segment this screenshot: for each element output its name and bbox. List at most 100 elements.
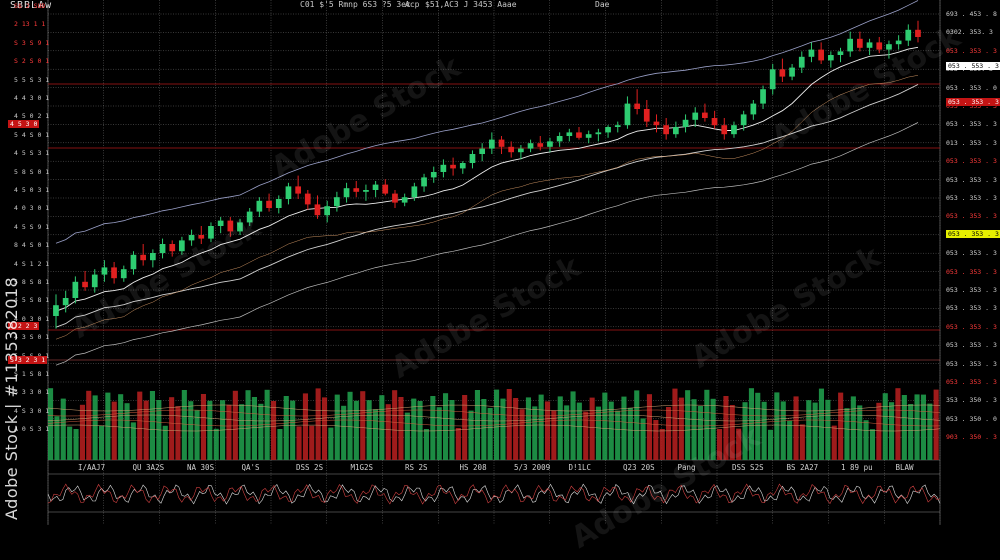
candle-body (392, 193, 398, 203)
volume-bar (799, 424, 805, 460)
time-axis-label: 5/3 2009 (514, 463, 551, 472)
volume-bar (67, 426, 73, 460)
right-axis-label: 053 . 353 . 3 (946, 249, 997, 258)
left-axis-label: S 3 3 0 1 (14, 388, 50, 397)
volume-bar (908, 404, 914, 460)
candle-body (479, 148, 485, 154)
volume-bar (525, 397, 531, 460)
volume-bar (462, 395, 468, 460)
volume-bar (366, 400, 372, 460)
candle-body (198, 235, 205, 239)
left-axis-highlight: 4 5 3 0 (8, 120, 40, 128)
candle-body (314, 204, 321, 216)
volume-bar (392, 390, 398, 460)
right-axis-label: 693 . 453 . 8 (946, 10, 997, 18)
volume-bar (920, 394, 926, 460)
candle-body (440, 164, 447, 172)
left-axis-label: 4 5 S 9 1 (14, 222, 50, 231)
volume-bar (372, 409, 378, 460)
candle-body (663, 125, 669, 135)
volume-bar (487, 408, 493, 460)
volume-bar (659, 429, 665, 460)
volume-bar (538, 394, 544, 460)
volume-bar (290, 400, 296, 460)
right-axis-label: 0302. 353. 3 (946, 28, 993, 37)
volume-bar (634, 390, 640, 460)
header-item-2: Acp (405, 0, 420, 9)
volume-bar (271, 401, 277, 460)
volume-bar (653, 420, 659, 460)
candle-body (208, 226, 214, 239)
volume-bar (360, 391, 366, 460)
right-axis-label: 053 . 350 . 0 (946, 414, 997, 423)
volume-bar (882, 393, 888, 460)
volume-bar (551, 410, 557, 460)
candle-body (101, 267, 108, 275)
left-axis-label: 4 S 3 0 1 (14, 406, 50, 415)
volume-bar (685, 390, 691, 460)
header-item-1: C01 $'5 Rmnp 6S3 ?5 3ec (300, 0, 411, 9)
candle-body (489, 139, 495, 149)
candle-body (508, 146, 514, 153)
candle-body (731, 125, 737, 135)
volume-bar (793, 396, 799, 460)
volume-bar (844, 408, 850, 460)
left-axis-label: 5 8 S 0 1 (14, 167, 50, 176)
volume-bar (322, 397, 328, 460)
candle-body (295, 186, 301, 194)
volume-bar (436, 407, 442, 460)
volume-bar (341, 405, 347, 460)
envelope-line (55, 75, 919, 340)
volume-bar (162, 425, 168, 460)
volume-bar (232, 390, 238, 460)
candle-body (556, 136, 563, 142)
volume-bar (328, 427, 334, 460)
candle-body (566, 132, 573, 136)
volume-bar (404, 412, 410, 460)
candle-body (324, 206, 330, 216)
candle-body (595, 132, 602, 135)
right-axis-label: 053 . 353 . 3 (946, 212, 997, 221)
left-axis-label: S 1 S 8 1 (14, 370, 50, 378)
candle-body (140, 254, 146, 261)
right-axis-label: 053 . 353 . 3 (946, 304, 997, 313)
volume-bar (774, 392, 780, 460)
time-axis-label: I/AAJ7 (78, 463, 106, 472)
time-axis-label: Pang (677, 463, 696, 472)
candle-body (450, 164, 456, 169)
candle-body (459, 163, 466, 169)
candle-body (895, 40, 902, 45)
candle-body (411, 186, 418, 198)
volume-overlay-line (47, 424, 941, 432)
header-item-3: $51,AC3 J 3453 Aaae (425, 0, 517, 9)
volume-bar (194, 410, 200, 460)
volume-overlay-line (47, 404, 941, 412)
candle-body (614, 125, 621, 127)
volume-bar (296, 426, 302, 460)
left-axis-label: 4 5 0 3 1 (14, 186, 50, 194)
time-axis-label: Q23 20S (623, 463, 655, 472)
candle-body (808, 49, 815, 57)
volume-bar (99, 425, 105, 460)
right-axis-label: 053 . 353 . 3 (946, 341, 997, 350)
moving-average-fast (55, 46, 919, 312)
candle-body (673, 127, 679, 135)
candle-body (82, 281, 88, 288)
right-axis-label: 053 . 353 . 3 (946, 46, 997, 55)
candle-body (120, 269, 127, 279)
candle-body (266, 200, 272, 208)
oscillator-line (47, 483, 941, 505)
left-axis-label: 4 5 S 8 1 (14, 296, 50, 305)
left-axis-label: 4 3 S 0 1 (14, 333, 50, 342)
moving-average-slow (55, 84, 919, 328)
volume-bar (149, 391, 155, 460)
candle-body (169, 244, 176, 252)
volume-bar (615, 410, 621, 460)
candle-body (159, 244, 166, 253)
volume-bar (468, 410, 474, 460)
volume-bar (595, 406, 601, 460)
volume-overlay-line (47, 414, 941, 422)
volume-bar (277, 429, 283, 460)
